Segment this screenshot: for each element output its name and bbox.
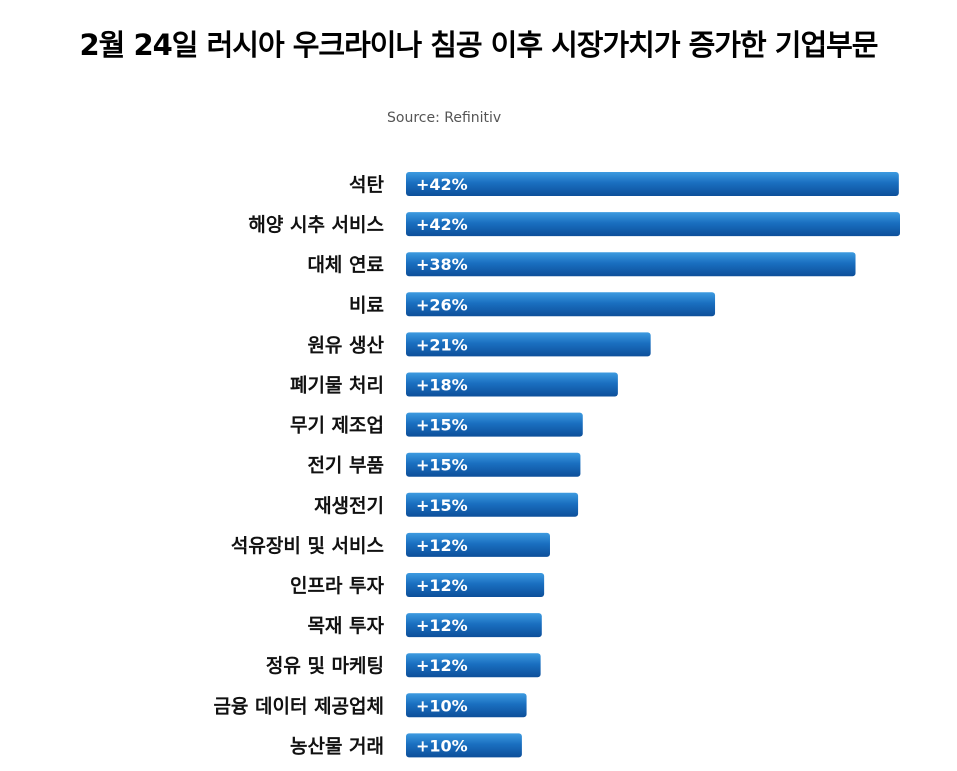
bar bbox=[406, 372, 618, 397]
chart-source: Source: Refinitiv bbox=[387, 110, 502, 126]
bar bbox=[406, 332, 651, 357]
category-label: 정유 및 마케팅 bbox=[266, 655, 384, 677]
category-label: 재생전기 bbox=[314, 495, 384, 517]
bar bbox=[406, 613, 542, 638]
bar-value-label: +12% bbox=[416, 576, 468, 595]
bar bbox=[406, 212, 900, 237]
bar-value-label: +12% bbox=[416, 536, 468, 555]
bar bbox=[406, 292, 716, 317]
category-label: 대체 연료 bbox=[307, 254, 384, 276]
bar-value-label: +10% bbox=[416, 736, 468, 755]
category-label: 비료 bbox=[349, 294, 384, 316]
category-label: 무기 제조업 bbox=[290, 415, 384, 437]
bar-value-label: +10% bbox=[416, 696, 468, 715]
bar-value-label: +12% bbox=[416, 656, 468, 675]
category-label: 해양 시추 서비스 bbox=[248, 214, 384, 236]
bar bbox=[406, 573, 545, 597]
bar-value-label: +38% bbox=[416, 255, 468, 274]
bar bbox=[406, 693, 527, 718]
category-label: 농산물 거래 bbox=[290, 735, 384, 757]
bar bbox=[406, 532, 550, 557]
bar-value-label: +42% bbox=[416, 175, 468, 194]
bar bbox=[406, 412, 583, 437]
bar-value-label: +42% bbox=[416, 215, 468, 234]
bar-value-label: +12% bbox=[416, 616, 468, 635]
category-label: 폐기물 처리 bbox=[290, 375, 384, 397]
category-label: 인프라 투자 bbox=[290, 575, 385, 597]
bar-value-label: +18% bbox=[416, 376, 468, 395]
bar-value-label: +26% bbox=[416, 295, 468, 314]
bar bbox=[406, 492, 579, 517]
bar-value-label: +15% bbox=[416, 456, 468, 475]
category-label: 원유 생산 bbox=[307, 334, 384, 356]
bar-value-label: +15% bbox=[416, 496, 468, 515]
category-label: 석유장비 및 서비스 bbox=[231, 535, 384, 557]
bar-value-label: +21% bbox=[416, 335, 468, 354]
bar bbox=[406, 172, 899, 196]
bar bbox=[406, 653, 541, 678]
chart-title: 2월 24일 러시아 우크라이나 침공 이후 시장가치가 증가한 기업부문 bbox=[79, 28, 879, 62]
bar bbox=[406, 252, 856, 277]
category-label: 금융 데이터 제공업체 bbox=[213, 695, 384, 717]
category-label: 전기 부품 bbox=[307, 455, 384, 477]
bar bbox=[406, 452, 581, 477]
bar bbox=[406, 733, 522, 758]
category-label: 목재 투자 bbox=[307, 615, 384, 637]
category-label: 석탄 bbox=[349, 174, 384, 196]
bar-value-label: +15% bbox=[416, 416, 468, 435]
